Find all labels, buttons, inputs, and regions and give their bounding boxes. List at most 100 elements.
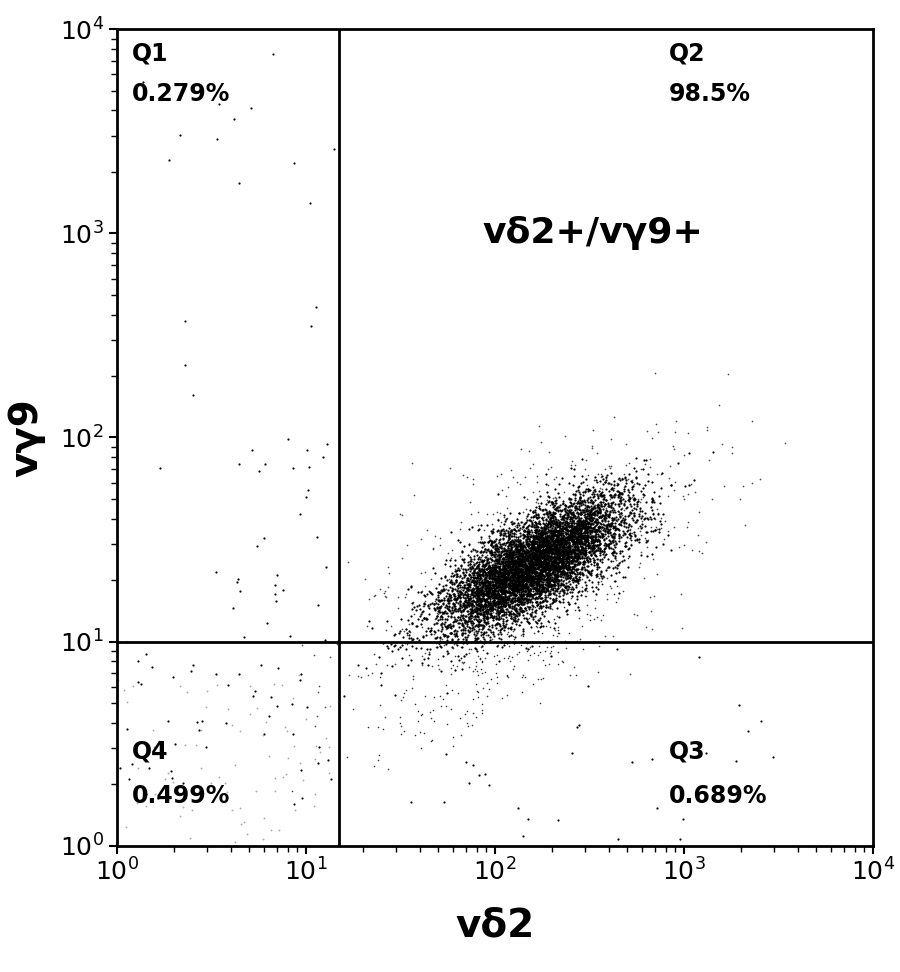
Point xyxy=(529,565,544,580)
Point xyxy=(572,510,587,526)
Point xyxy=(486,571,500,586)
Point xyxy=(626,478,640,494)
Point xyxy=(578,513,592,529)
Point xyxy=(225,803,239,818)
Point xyxy=(185,802,200,817)
Point xyxy=(559,569,573,584)
Point xyxy=(262,748,276,764)
Point xyxy=(604,568,618,583)
Point xyxy=(525,536,539,551)
Point xyxy=(507,569,521,584)
Point xyxy=(536,544,551,560)
Point xyxy=(496,577,510,593)
Point xyxy=(514,580,528,596)
Point xyxy=(453,711,467,726)
Point xyxy=(547,545,562,561)
Point xyxy=(491,503,505,519)
Point xyxy=(512,582,526,598)
Point xyxy=(534,562,548,577)
Point xyxy=(508,602,523,617)
Point xyxy=(553,550,567,566)
Point xyxy=(541,562,555,577)
Point xyxy=(431,622,446,638)
Point xyxy=(486,600,500,615)
Point xyxy=(494,567,508,582)
Point xyxy=(469,654,483,670)
Point xyxy=(533,566,547,581)
Point xyxy=(545,571,560,586)
Point xyxy=(544,553,559,569)
Point xyxy=(473,591,488,607)
Point xyxy=(464,600,479,615)
Point xyxy=(661,523,675,538)
Point xyxy=(549,496,563,511)
Point xyxy=(506,582,520,598)
Point xyxy=(606,543,620,559)
Point xyxy=(537,579,552,595)
Point xyxy=(532,522,546,538)
Point xyxy=(500,544,514,560)
Point xyxy=(616,552,631,568)
Point xyxy=(578,543,592,559)
Point xyxy=(567,528,581,543)
Point xyxy=(551,546,565,562)
Point xyxy=(559,566,573,581)
Point xyxy=(318,633,332,648)
Point xyxy=(547,538,562,554)
Point xyxy=(503,549,517,565)
Point xyxy=(432,604,446,619)
Point xyxy=(626,508,641,524)
Point xyxy=(525,557,539,573)
Point xyxy=(571,539,585,555)
Point xyxy=(533,544,547,560)
Point xyxy=(504,573,518,589)
Point xyxy=(514,578,528,594)
Point xyxy=(546,564,561,579)
Point xyxy=(517,528,531,543)
Point xyxy=(454,617,469,633)
Point xyxy=(544,554,559,570)
Point xyxy=(530,558,544,573)
Point xyxy=(505,591,519,607)
Point xyxy=(626,512,641,528)
Point xyxy=(511,558,526,573)
Point xyxy=(545,554,560,570)
Point xyxy=(509,526,524,541)
Point xyxy=(534,556,548,572)
Point xyxy=(591,538,606,553)
Point xyxy=(622,507,636,523)
Point xyxy=(515,568,529,583)
Point xyxy=(498,561,512,576)
Point xyxy=(467,571,482,586)
Point xyxy=(397,624,411,640)
Point xyxy=(457,579,472,595)
Point xyxy=(544,527,559,542)
Point xyxy=(492,601,507,616)
Point xyxy=(529,530,544,545)
Point xyxy=(486,565,500,580)
Point xyxy=(536,557,550,573)
Point xyxy=(521,561,535,576)
Point xyxy=(506,543,520,559)
Point xyxy=(482,595,496,610)
Point xyxy=(521,532,535,547)
Point xyxy=(541,508,555,524)
Point xyxy=(661,488,675,503)
Point xyxy=(567,549,581,565)
Point xyxy=(425,732,439,747)
Point xyxy=(449,574,464,590)
Point xyxy=(535,550,549,566)
Point xyxy=(522,560,536,575)
Point xyxy=(441,602,455,617)
Point xyxy=(519,551,534,567)
Point xyxy=(600,513,615,529)
Point xyxy=(518,584,532,600)
Point xyxy=(500,565,515,580)
Point xyxy=(588,469,602,485)
Point xyxy=(561,516,575,532)
Point xyxy=(493,527,508,542)
Point xyxy=(616,570,630,585)
Point xyxy=(434,698,448,713)
Point xyxy=(506,557,520,573)
Point xyxy=(509,601,524,616)
